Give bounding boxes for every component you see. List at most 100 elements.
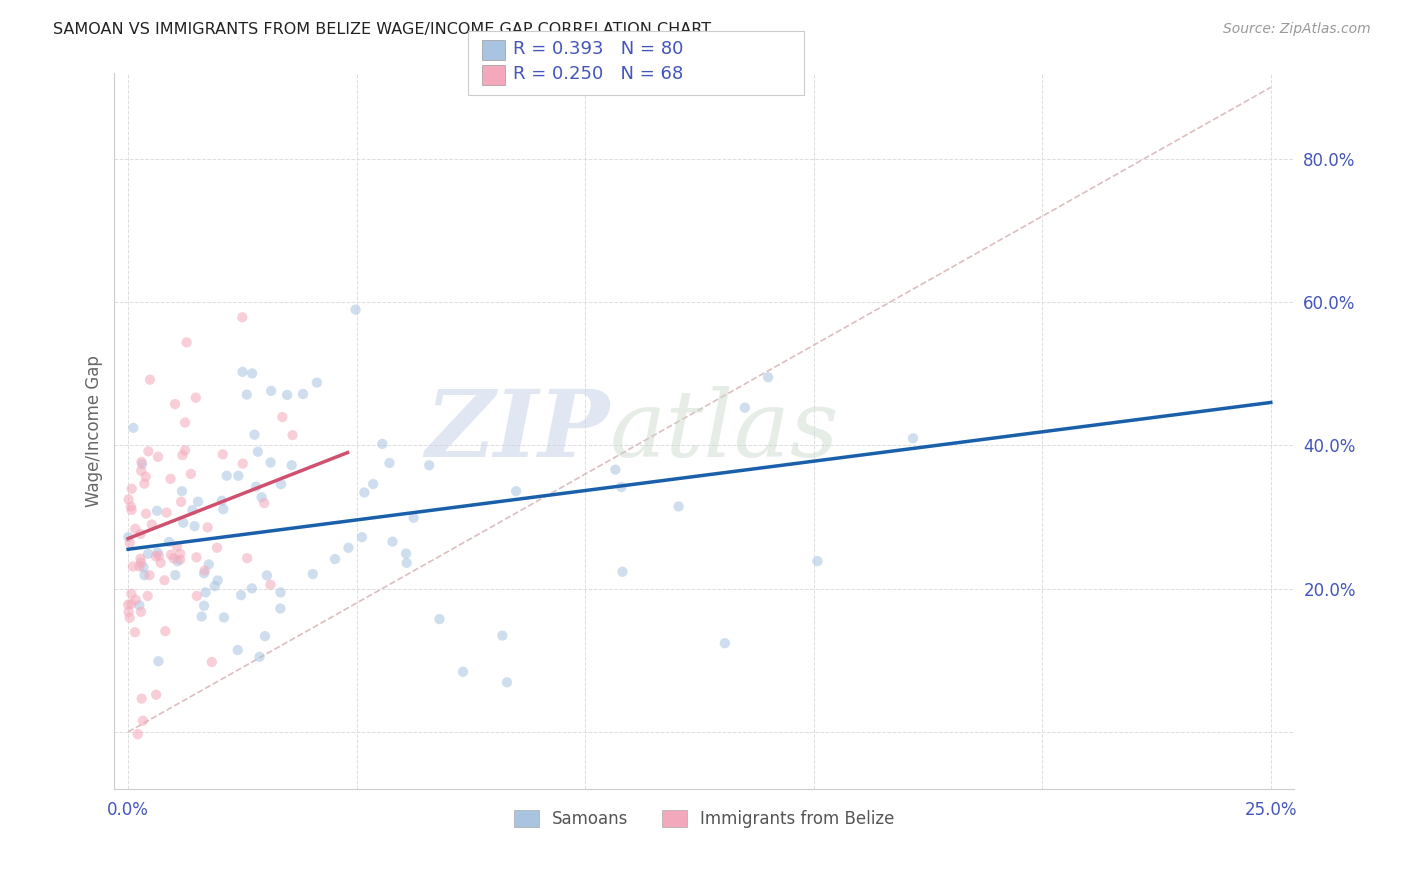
Point: [176, 335, 198, 350]
Point: [117, 530, 139, 544]
Point: [260, 384, 283, 398]
Point: [301, 567, 323, 582]
Point: [276, 388, 298, 402]
Point: [118, 611, 141, 625]
Text: R = 0.393   N = 80: R = 0.393 N = 80: [513, 40, 683, 58]
Point: [134, 568, 156, 582]
Point: [253, 629, 276, 643]
Point: [668, 500, 690, 514]
Point: [128, 599, 150, 613]
Point: [170, 495, 193, 509]
Point: [138, 568, 160, 582]
Point: [187, 494, 209, 508]
Point: [291, 387, 314, 401]
Point: [305, 376, 328, 390]
Point: [259, 456, 281, 470]
Point: [418, 458, 440, 473]
Point: [197, 520, 219, 534]
Point: [145, 688, 167, 702]
Point: [157, 535, 180, 549]
Point: [166, 540, 188, 554]
Point: [395, 556, 418, 570]
Point: [371, 437, 394, 451]
Point: [229, 588, 252, 602]
Point: [148, 549, 170, 563]
Point: [181, 503, 204, 517]
Point: [118, 536, 141, 550]
Point: [165, 568, 187, 582]
Point: [121, 482, 143, 496]
Point: [155, 624, 177, 639]
Point: [135, 469, 157, 483]
Point: [139, 373, 162, 387]
Point: [163, 397, 186, 411]
Point: [146, 545, 169, 559]
Point: [120, 587, 142, 601]
Point: [714, 636, 737, 650]
Point: [155, 506, 177, 520]
Point: [204, 579, 226, 593]
Y-axis label: Wage/Income Gap: Wage/Income Gap: [86, 355, 103, 507]
Point: [186, 550, 208, 565]
Point: [212, 610, 235, 624]
Point: [117, 492, 139, 507]
Point: [193, 599, 215, 613]
Point: [201, 655, 224, 669]
Point: [146, 450, 169, 464]
Legend: Samoans, Immigrants from Belize: Samoans, Immigrants from Belize: [508, 803, 901, 835]
Point: [146, 504, 169, 518]
Point: [253, 496, 276, 510]
Point: [612, 565, 634, 579]
Point: [395, 547, 418, 561]
Point: [183, 519, 205, 533]
Point: [172, 448, 194, 462]
Point: [136, 547, 159, 561]
Point: [271, 410, 294, 425]
Point: [231, 365, 253, 379]
Point: [186, 589, 208, 603]
Point: [169, 552, 191, 566]
Point: [127, 727, 149, 741]
Point: [124, 592, 146, 607]
Text: ZIP: ZIP: [426, 386, 610, 476]
Text: Source: ZipAtlas.com: Source: ZipAtlas.com: [1223, 22, 1371, 37]
Point: [350, 530, 373, 544]
Point: [245, 480, 267, 494]
Point: [231, 310, 253, 325]
Point: [901, 431, 924, 445]
Text: atlas: atlas: [610, 386, 839, 476]
Point: [172, 516, 194, 530]
Point: [197, 558, 219, 572]
Point: [120, 500, 142, 514]
Point: [212, 502, 235, 516]
Point: [256, 568, 278, 582]
Point: [136, 589, 159, 603]
Point: [153, 574, 176, 588]
Point: [121, 503, 143, 517]
Point: [166, 554, 188, 568]
Point: [259, 577, 281, 591]
Point: [124, 522, 146, 536]
Point: [215, 468, 238, 483]
Point: [190, 609, 212, 624]
Point: [250, 490, 273, 504]
Point: [141, 517, 163, 532]
Point: [243, 427, 266, 442]
Point: [232, 457, 254, 471]
Point: [117, 598, 139, 612]
Point: [496, 675, 519, 690]
Point: [270, 477, 292, 491]
Point: [129, 527, 152, 541]
Point: [122, 421, 145, 435]
Point: [138, 444, 160, 458]
Point: [132, 560, 155, 574]
Point: [269, 601, 291, 615]
Point: [134, 476, 156, 491]
Point: [131, 457, 153, 471]
Point: [378, 456, 401, 470]
Point: [194, 564, 217, 578]
Point: [124, 625, 146, 640]
Point: [160, 548, 183, 562]
Point: [129, 464, 152, 478]
Point: [236, 387, 259, 401]
